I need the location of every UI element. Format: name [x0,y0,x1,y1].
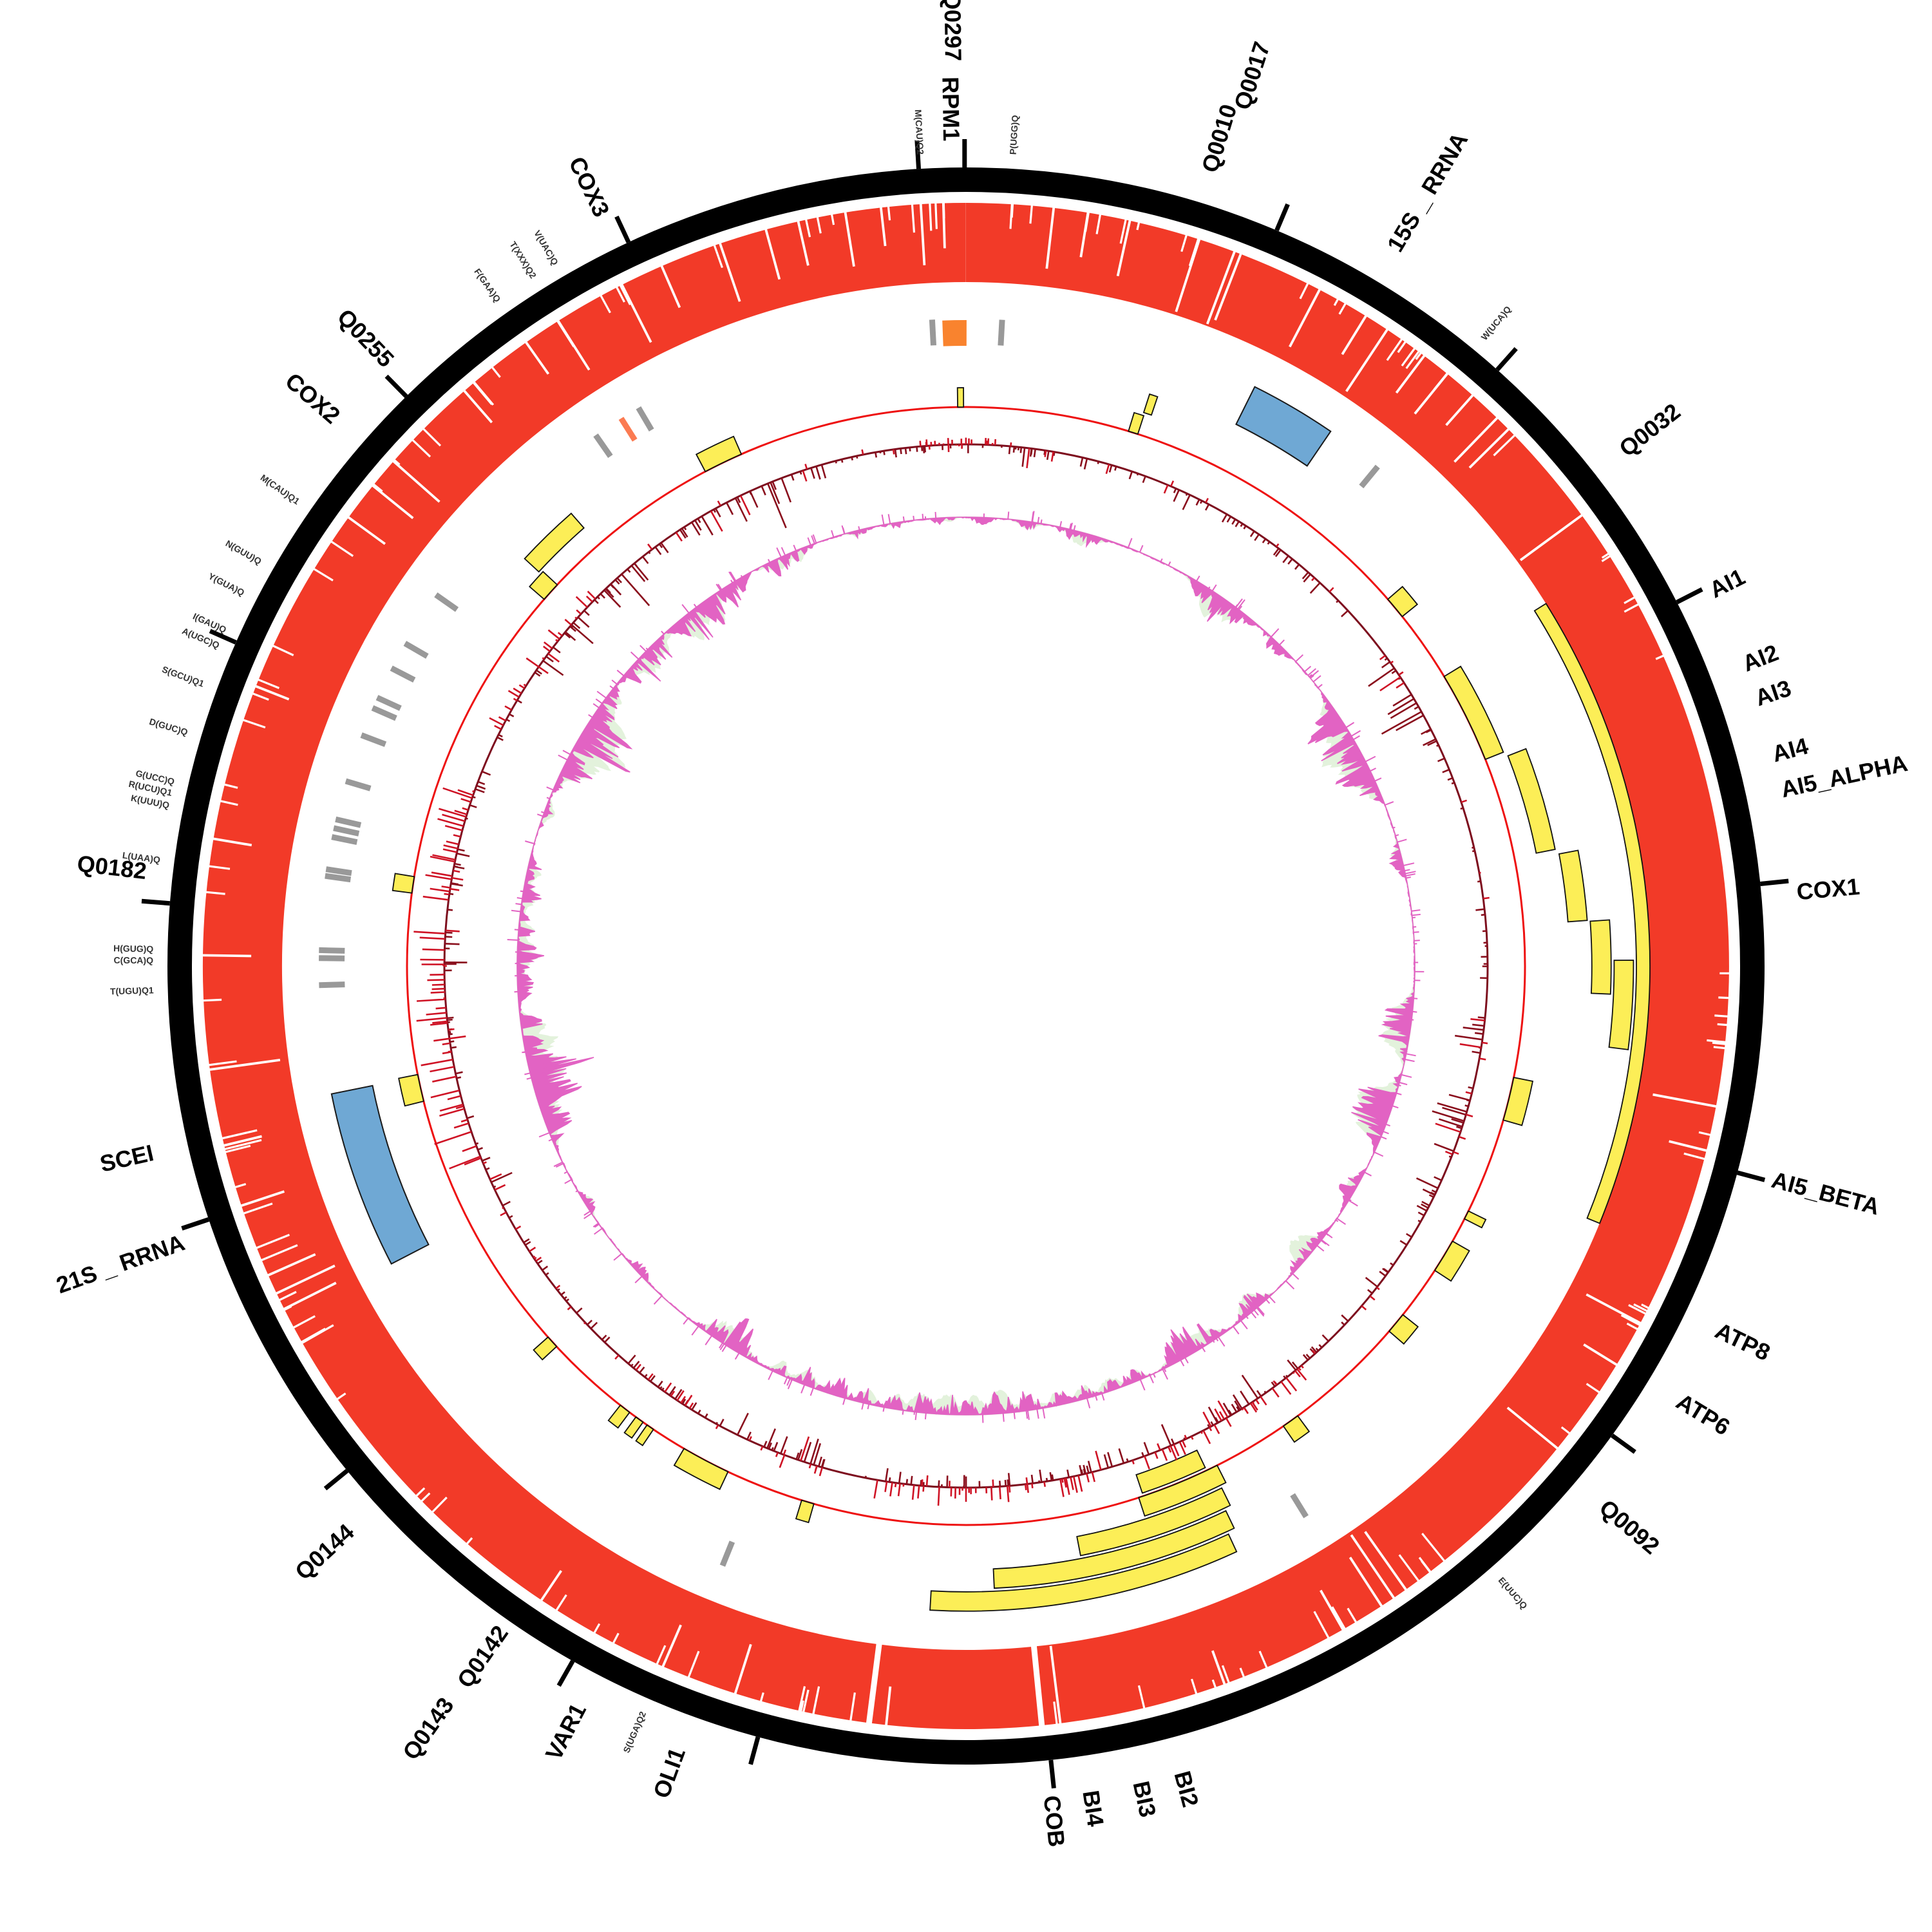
svg-text:M(CAU)Q2: M(CAU)Q2 [913,109,926,155]
svg-text:BI4: BI4 [1077,1788,1109,1828]
svg-text:COB: COB [1039,1794,1070,1848]
svg-text:COX1: COX1 [1795,873,1861,905]
svg-text:Q0297: Q0297 [939,0,967,61]
svg-text:L(UAA)Q: L(UAA)Q [122,850,161,866]
svg-text:T(UGU)Q1: T(UGU)Q1 [110,985,154,996]
svg-text:H(GUG)Q: H(GUG)Q [113,943,154,954]
svg-text:C(GCA)Q: C(GCA)Q [114,955,154,965]
svg-text:P(UGG)Q: P(UGG)Q [1008,115,1021,155]
svg-text:RPM1: RPM1 [937,77,965,142]
